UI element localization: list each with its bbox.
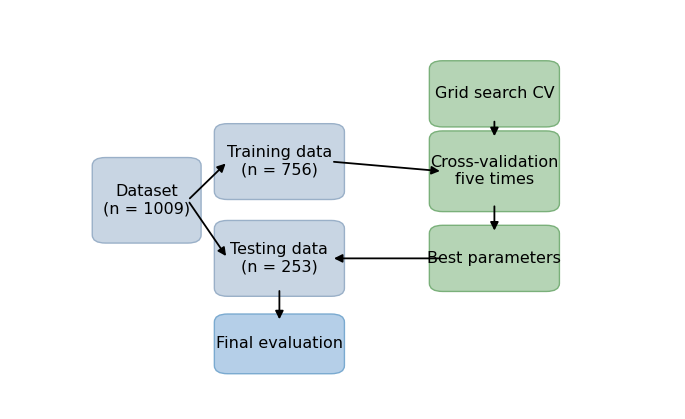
FancyBboxPatch shape — [214, 220, 345, 296]
Text: Cross-validation
five times: Cross-validation five times — [430, 155, 558, 187]
FancyBboxPatch shape — [92, 158, 201, 243]
Text: Best parameters: Best parameters — [427, 251, 561, 266]
FancyBboxPatch shape — [429, 61, 560, 127]
FancyBboxPatch shape — [214, 314, 345, 374]
Text: Final evaluation: Final evaluation — [216, 336, 343, 352]
Text: Training data
(n = 756): Training data (n = 756) — [227, 145, 332, 178]
Text: Grid search CV: Grid search CV — [434, 86, 554, 101]
FancyBboxPatch shape — [429, 225, 560, 292]
FancyBboxPatch shape — [429, 131, 560, 212]
FancyBboxPatch shape — [214, 124, 345, 199]
Text: Dataset
(n = 1009): Dataset (n = 1009) — [103, 184, 190, 217]
Text: Testing data
(n = 253): Testing data (n = 253) — [230, 242, 328, 274]
